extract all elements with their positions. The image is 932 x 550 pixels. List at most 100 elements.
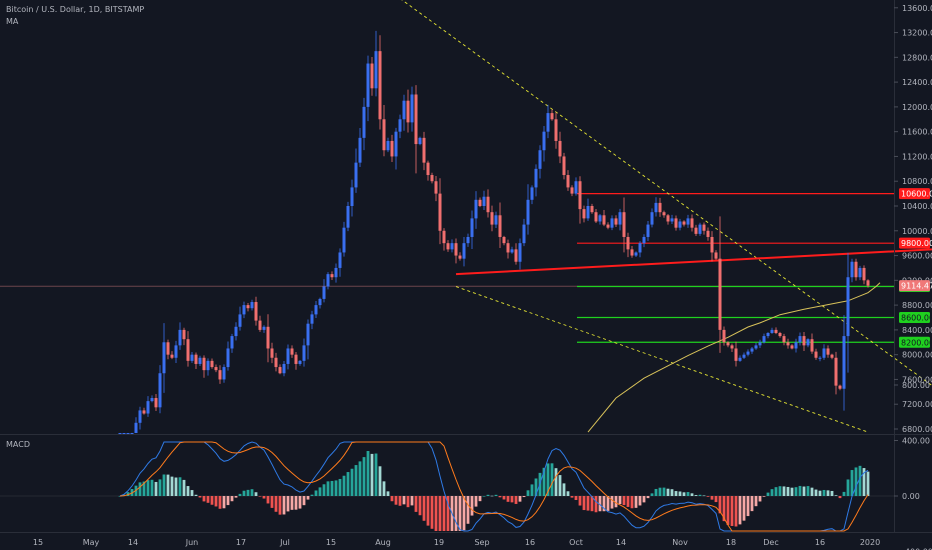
macd-histogram-bar [490,495,494,497]
candle-body [386,140,390,151]
macd-histogram-bar [746,496,750,517]
ma-indicator-label[interactable]: MA [6,17,19,26]
candle-body [350,187,354,206]
macd-histogram-bar [402,496,406,505]
macd-histogram-bar [654,488,658,496]
macd-histogram-bar [158,479,162,496]
macd-histogram-bar [426,496,430,526]
candle-body [430,175,434,182]
candle-body [338,252,342,268]
macd-histogram-bar [838,496,842,499]
macd-histogram-bar [358,461,362,496]
candle-body [574,181,578,194]
candle-body [578,181,582,210]
candle-body [214,367,218,371]
candle-body [278,367,282,374]
candle-body [302,345,306,361]
macd-histogram-bar [386,491,390,496]
macd-histogram-bar [498,496,502,498]
candle-body [726,342,730,346]
macd-indicator-label[interactable]: MACD [6,440,30,449]
macd-histogram-bar [170,476,174,496]
macd-histogram-bar [850,470,854,496]
candle-body [382,119,386,151]
candle-body [306,323,310,346]
candle-body [710,236,714,253]
price-axis[interactable]: 13600.00 13200.00 12800.00 12400.00 12000.00… [894,4,932,434]
macd-histogram-bar [846,479,850,496]
candle-body [434,181,438,194]
time-axis[interactable]: 15 May 14 Jun 17 Jul 15 Aug 19 Sep 16 Oct 14 Nov 18 Dec… [33,538,880,547]
price-tick-label: 6800.00 [902,425,932,434]
moving-average [587,282,881,433]
candle-body [638,243,642,253]
candle-body [662,212,666,216]
candle-body [342,227,346,253]
candle-body [394,131,398,157]
macd-histogram-bar [174,477,178,496]
last-price-badge: 9114.47 [901,282,932,291]
candle-body [862,267,866,281]
macd-histogram-bar [766,492,770,496]
candle-body [642,236,646,244]
macd-histogram-bar [522,496,526,498]
macd-axis[interactable]: 800.00 400.00 0.00 -400.00 [894,381,932,550]
price-tick-label: 8400.00 [902,326,932,335]
candle-body [542,131,546,151]
price-tick-label: 11600.00 [902,128,932,137]
candle-body [134,422,138,433]
macd-histogram-bar [586,496,590,511]
candle-body [742,354,746,358]
macd-histogram-bar [194,494,198,496]
price-tick-label: 13600.00 [902,4,932,13]
macd-histogram-bar [462,496,466,531]
candle-body [118,433,122,434]
macd-histogram-bar [318,487,322,496]
macd-histogram-bar [466,496,470,524]
candle-body [158,373,162,408]
macd-histogram-bar [262,496,266,499]
macd-histogram-bar [206,496,210,503]
time-tick-label: 17 [236,538,246,547]
candle-body [174,345,178,358]
time-tick-label: 16 [815,538,825,547]
macd-histogram-bar [530,484,534,496]
macd-histogram-bar [414,496,418,512]
candle-body [458,255,462,259]
macd-histogram-bar [570,496,574,498]
macd-histogram-bar [702,495,706,497]
candle-body [570,187,574,194]
macd-histogram-bar [558,475,562,496]
candle-body [694,227,698,234]
chart-title[interactable]: Bitcoin / U.S. Dollar, 1D, BITSTAMP [6,5,145,14]
macd-histogram-bar [474,496,478,507]
candle-body [634,252,638,256]
green-level-badge: 8200.00 [901,338,932,347]
candle-body [234,326,238,337]
macd-histogram-bar [510,496,514,503]
candle-body [362,106,366,138]
macd-histogram-bar [446,496,450,531]
macd-histogram-bar [694,495,698,496]
candle-body [650,212,654,225]
candle-body [258,320,262,330]
time-tick-label: 15 [326,538,336,547]
candle-body [706,230,710,237]
candle-body [346,206,350,228]
candle-body [538,150,542,169]
candle-body [494,215,498,225]
candle-body [858,267,862,278]
macd-histogram-bar [546,463,550,496]
macd-histogram-bar [146,480,150,496]
macd-histogram-bar [198,496,202,498]
macd-histogram-bar [410,496,414,506]
macd-histogram-bar [482,495,486,497]
macd-histogram-bar [790,487,794,496]
candle-body [390,140,394,157]
macd-histogram-bar [754,496,758,507]
candle-body [842,336,846,389]
candle-body [810,339,814,352]
signal-line [119,441,869,532]
candle-body [678,221,682,228]
